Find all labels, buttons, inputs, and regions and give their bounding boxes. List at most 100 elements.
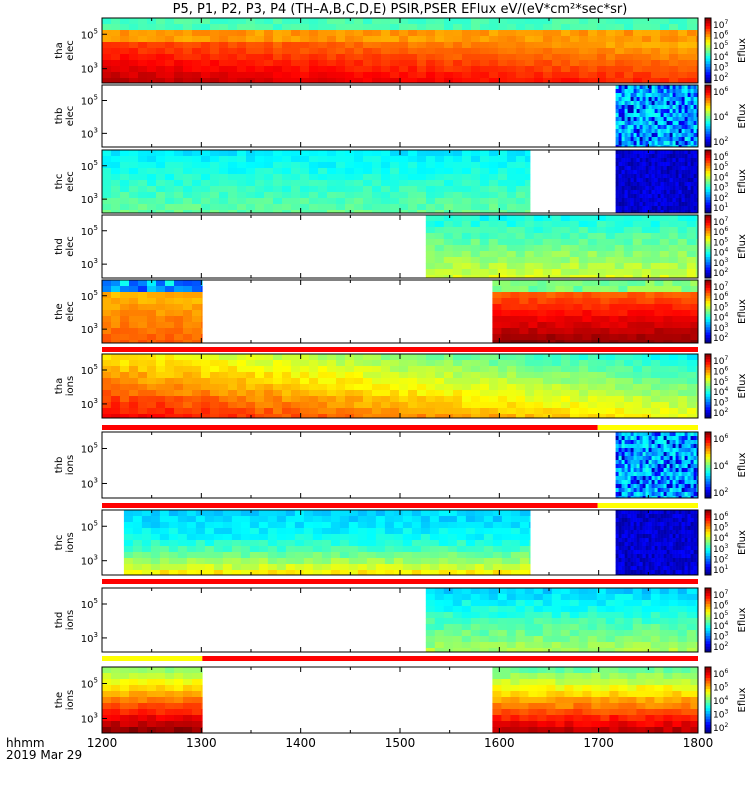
heatmap-cell — [156, 340, 166, 344]
heatmap-cell — [309, 150, 319, 157]
heatmap-cell — [390, 384, 400, 391]
heatmap-cell — [693, 190, 697, 195]
heatmap-cell — [156, 366, 166, 373]
heatmap-cell — [129, 402, 139, 409]
heatmap-cell — [525, 210, 531, 214]
heatmap-cell — [654, 166, 658, 171]
heatmap-cell — [681, 93, 685, 98]
heatmap-cell — [425, 245, 436, 252]
heatmap-cell — [183, 390, 193, 397]
heatmap-cell — [642, 444, 646, 449]
heatmap-cell — [681, 113, 685, 118]
heatmap-cell — [660, 30, 670, 37]
colorbar-step — [705, 282, 711, 286]
heatmap-cell — [690, 460, 694, 465]
heatmap-cell — [615, 384, 625, 391]
heatmap-cell — [393, 522, 404, 529]
heatmap-cell — [408, 366, 418, 373]
heatmap-cell — [659, 233, 670, 240]
heatmap-cell — [471, 168, 481, 175]
heatmap-cell — [597, 72, 607, 79]
heatmap-cell — [696, 460, 699, 465]
heatmap-cell — [651, 137, 655, 142]
heatmap-cell — [240, 546, 251, 553]
heatmap-cell — [663, 298, 673, 305]
heatmap-cell — [663, 202, 667, 207]
heatmap-cell — [492, 280, 502, 287]
heatmap-cell — [678, 105, 682, 110]
heatmap-cell — [480, 60, 490, 67]
heatmap-cell — [561, 54, 571, 61]
colorbar-step — [705, 362, 711, 366]
heatmap-cell — [168, 510, 179, 517]
heatmap-cell — [228, 72, 238, 79]
heatmap-cell — [588, 402, 598, 409]
heatmap-cell — [639, 117, 643, 122]
heatmap-cell — [336, 396, 346, 403]
heatmap-cell — [645, 286, 655, 293]
heatmap-cell — [426, 36, 436, 43]
colorbar-step — [705, 290, 711, 294]
heatmap-cell — [534, 36, 544, 43]
heatmap-cell — [120, 30, 130, 37]
heatmap-cell — [506, 251, 517, 258]
heatmap-cell — [372, 156, 382, 163]
heatmap-cell — [213, 552, 224, 559]
heatmap-cell — [443, 257, 454, 264]
heatmap-cell — [156, 414, 166, 419]
heatmap-cell — [681, 464, 685, 469]
heatmap-cell — [354, 18, 364, 25]
heatmap-cell — [420, 546, 431, 553]
heatmap-cell — [309, 414, 319, 419]
heatmap-cell — [228, 54, 238, 61]
heatmap-cell — [675, 121, 679, 126]
heatmap-cell — [573, 286, 583, 293]
heatmap-cell — [489, 414, 499, 419]
heatmap-cell — [663, 186, 667, 191]
heatmap-cell — [246, 390, 256, 397]
heatmap-cell — [168, 552, 179, 559]
heatmap-cell — [687, 129, 691, 134]
heatmap-cell — [231, 546, 242, 553]
heatmap-cell — [552, 30, 562, 37]
heatmap-cell — [627, 133, 631, 138]
heatmap-cell — [429, 570, 440, 576]
heatmap-cell — [276, 534, 287, 541]
heatmap-cell — [696, 210, 699, 214]
heatmap-cell — [648, 488, 652, 493]
heatmap-cell — [696, 30, 699, 37]
heatmap-cell — [425, 269, 436, 276]
heatmap-cell — [129, 54, 139, 61]
heatmap-cell — [669, 194, 673, 199]
heatmap-cell — [435, 378, 445, 385]
heatmap-cell — [111, 354, 121, 361]
heatmap-cell — [551, 227, 562, 234]
heatmap-cell — [453, 60, 463, 67]
heatmap-cell — [623, 239, 634, 246]
heatmap-cell — [231, 564, 242, 571]
heatmap-cell — [516, 168, 526, 175]
heatmap-cell — [282, 66, 292, 73]
heatmap-cell — [300, 396, 310, 403]
heatmap-cell — [507, 402, 517, 409]
heatmap-cell — [672, 464, 676, 469]
heatmap-cell — [648, 436, 652, 441]
heatmap-cell — [618, 178, 622, 183]
heatmap-cell — [636, 452, 640, 457]
heatmap-cell — [507, 384, 517, 391]
heatmap-cell — [192, 48, 202, 55]
heatmap-cell — [681, 286, 691, 293]
heatmap-cell — [318, 390, 328, 397]
heatmap-cell — [192, 78, 202, 84]
heatmap-cell — [183, 210, 193, 214]
heatmap-cell — [663, 109, 667, 114]
heatmap-cell — [687, 93, 691, 98]
heatmap-cell — [461, 269, 472, 276]
heatmap-cell — [312, 510, 323, 517]
heatmap-cell — [411, 552, 422, 559]
heatmap-cell — [555, 292, 565, 299]
heatmap-cell — [390, 210, 400, 214]
heatmap-cell — [555, 340, 565, 344]
heatmap-cell — [630, 206, 634, 211]
heatmap-cell — [471, 408, 481, 415]
